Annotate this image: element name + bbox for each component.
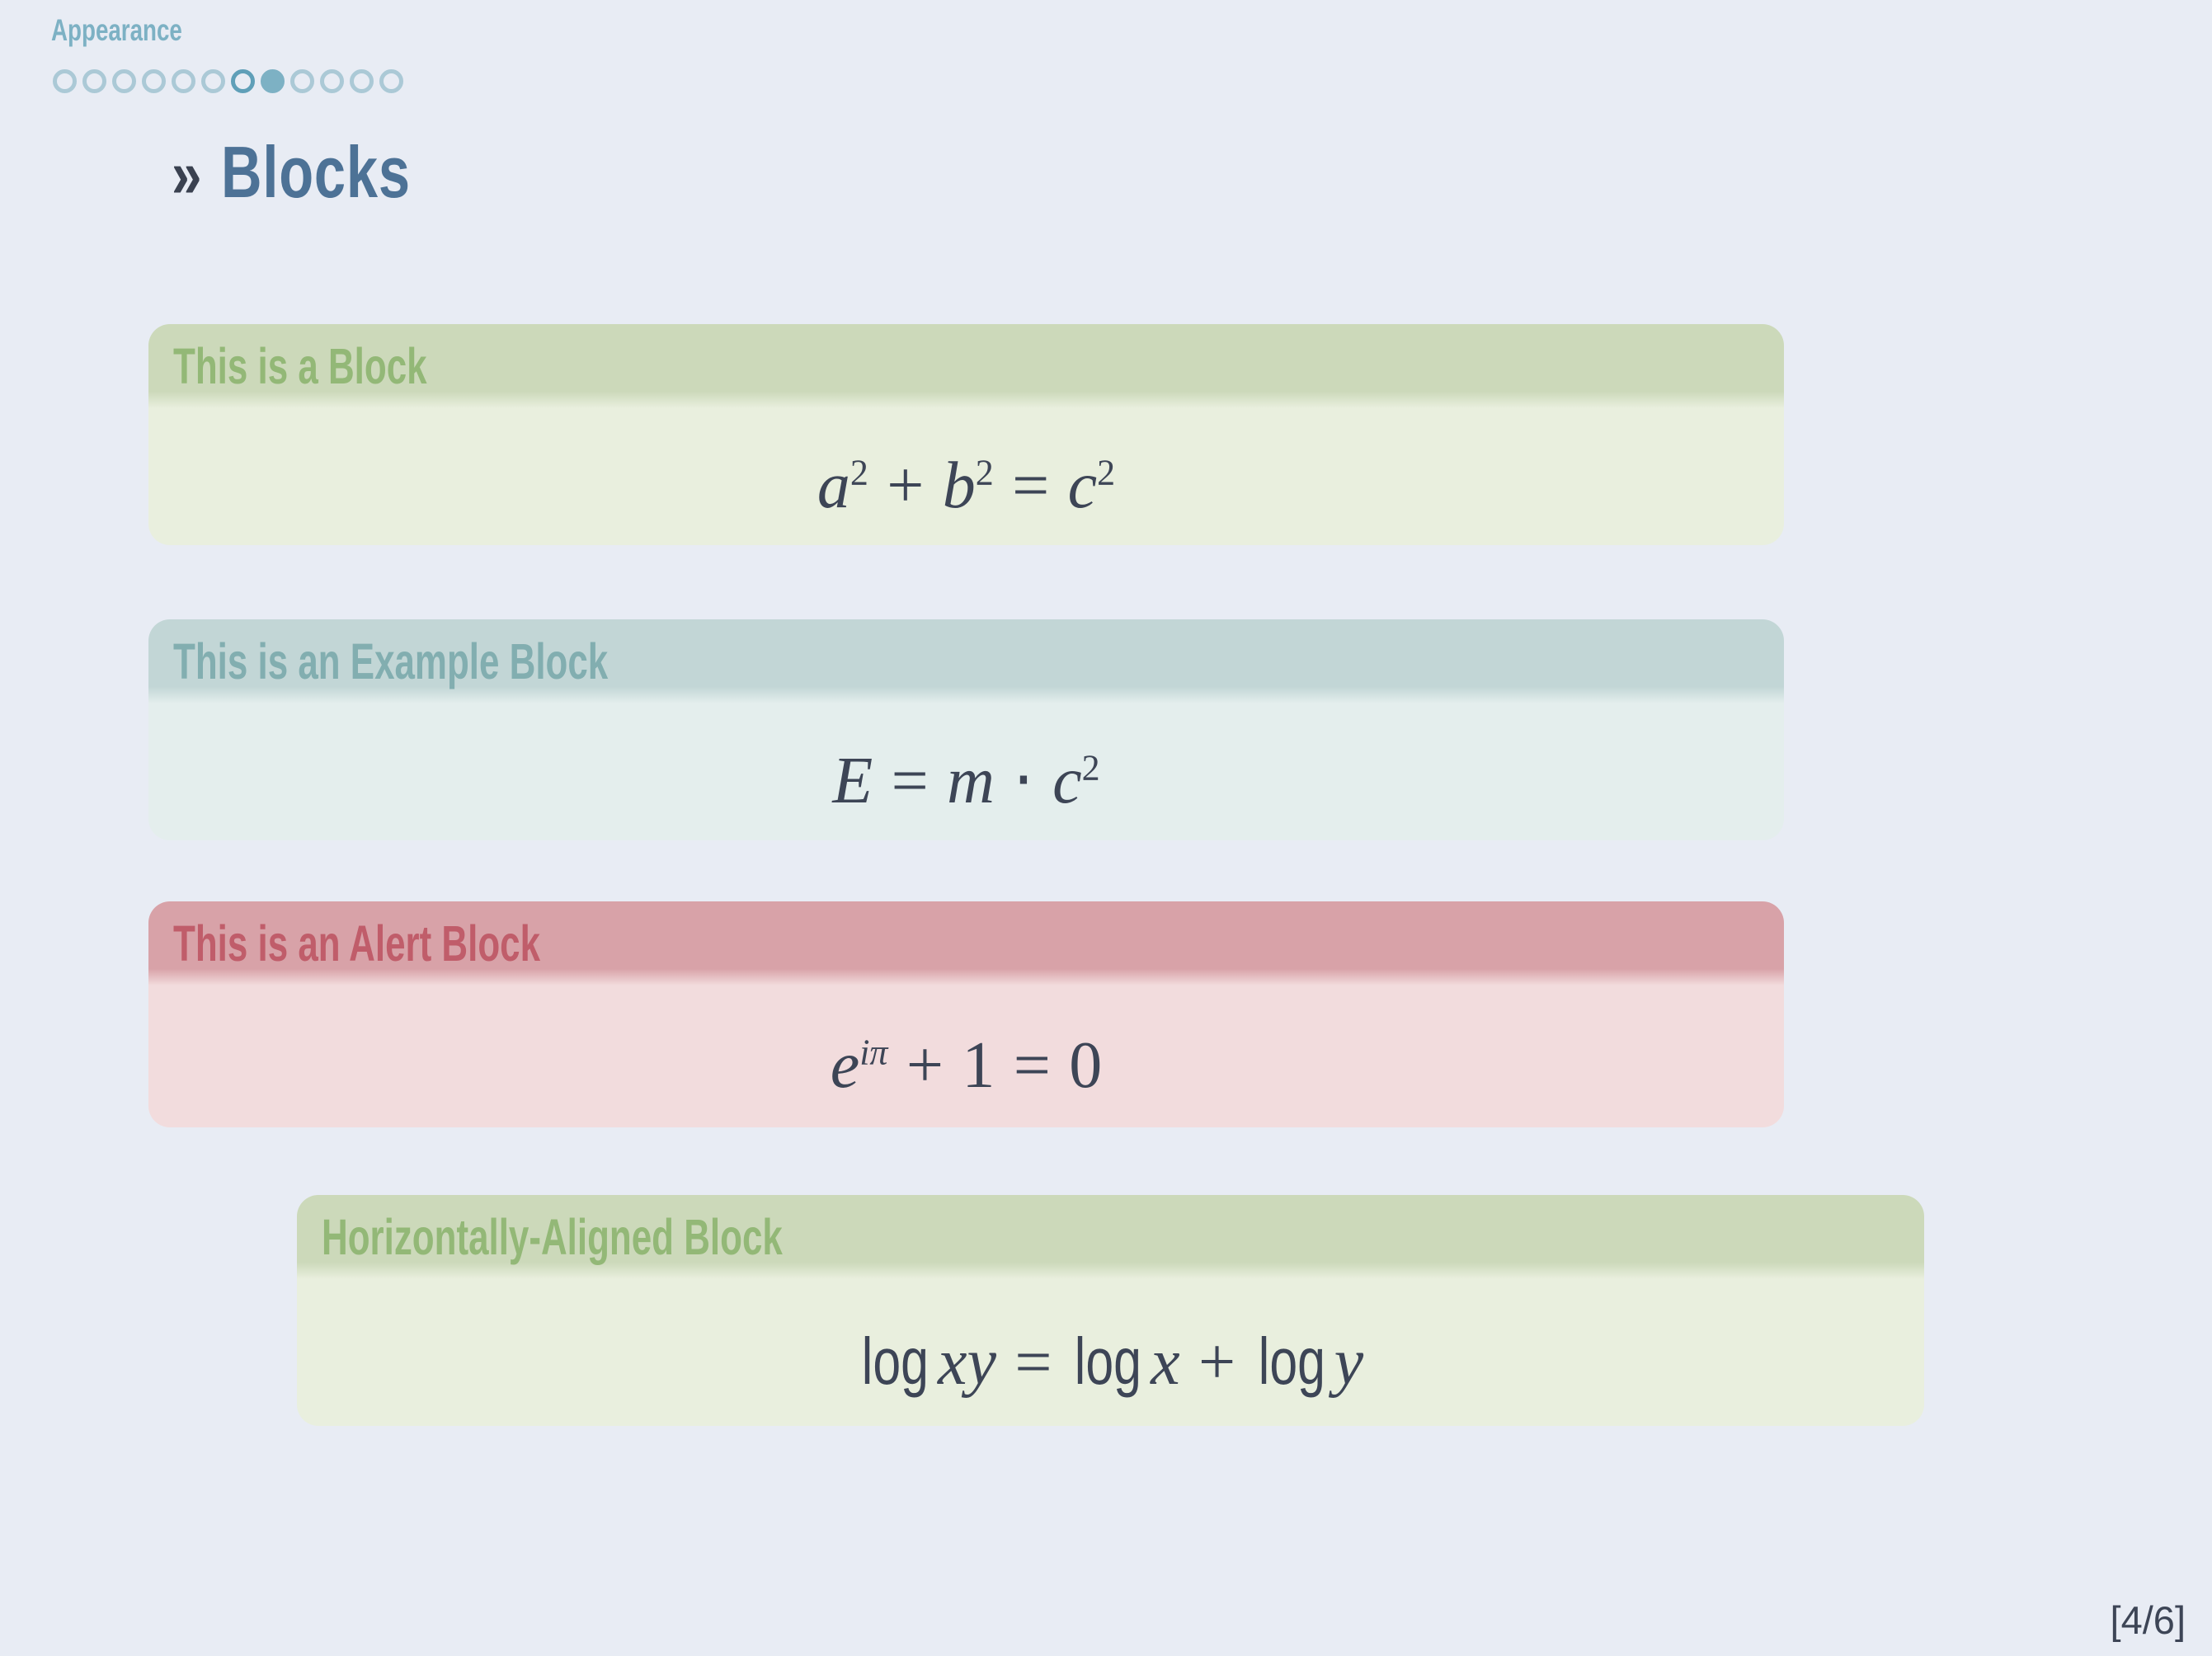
formula-logarithm: log xy = log x + log y xyxy=(858,1324,1364,1398)
frame-title-marker-icon: » xyxy=(172,137,202,212)
math-var-c: c xyxy=(1052,745,1082,817)
block-horizontally-aligned-header: Horizontally-Aligned Block xyxy=(297,1195,1924,1279)
math-sup-c2: 2 xyxy=(1097,452,1116,493)
block-example-body: E = m ⋅ c2 xyxy=(148,703,1784,840)
nav-dot-6[interactable] xyxy=(201,69,225,93)
block-standard-body: a2 + b2 = c2 xyxy=(148,408,1784,545)
formula-euler: eiπ +1 = 0 xyxy=(831,1033,1103,1099)
math-fn-log: log xyxy=(1258,1324,1325,1398)
math-var-c: c xyxy=(1067,449,1098,522)
block-standard-header: This is a Block xyxy=(148,324,1784,408)
math-cdot: ⋅ xyxy=(1013,745,1034,817)
block-horizontally-aligned: Horizontally-Aligned Block log xy = log x + lo… xyxy=(297,1195,1924,1426)
frame-title-text: Blocks xyxy=(220,131,411,213)
math-sup-b2: 2 xyxy=(975,452,994,493)
nav-dot-4[interactable] xyxy=(142,69,166,93)
nav-dot-10[interactable] xyxy=(320,69,344,93)
block-alert-header: This is an Alert Block xyxy=(148,901,1784,986)
formula-einstein: E = m ⋅ c2 xyxy=(832,748,1099,814)
nav-dot-5[interactable] xyxy=(172,69,195,93)
block-standard: This is a Block a2 + b2 = c2 xyxy=(148,324,1784,545)
block-horizontally-aligned-body: log xy = log x + log y xyxy=(297,1279,1924,1426)
nav-dot-9[interactable] xyxy=(290,69,314,93)
math-fn-log: log xyxy=(1074,1324,1141,1398)
nav-dot-2[interactable] xyxy=(82,69,106,93)
math-var-e: e xyxy=(830,1029,860,1102)
block-example-title: This is an Example Block xyxy=(173,633,609,689)
math-equals: = xyxy=(1012,449,1050,522)
math-var-x: x xyxy=(1151,1325,1180,1399)
section-title-link[interactable]: Appearance xyxy=(51,13,182,47)
math-equals: = xyxy=(891,745,929,817)
math-var-b: b xyxy=(942,449,976,522)
nav-dot-1[interactable] xyxy=(53,69,77,93)
block-standard-title: This is a Block xyxy=(173,338,427,394)
page-indicator: [4/6] xyxy=(2110,1598,2186,1642)
math-sup-a2: 2 xyxy=(850,452,868,493)
math-equals: = xyxy=(1013,1029,1051,1102)
block-example: This is an Example Block E = m ⋅ c2 xyxy=(148,619,1784,840)
math-var-m: m xyxy=(947,745,995,817)
math-fn-log: log xyxy=(861,1324,929,1398)
block-alert-title: This is an Alert Block xyxy=(173,915,541,971)
formula-pythagorean: a2 + b2 = c2 xyxy=(817,453,1115,519)
math-sup-ipi: iπ xyxy=(859,1032,888,1073)
math-plus: + xyxy=(887,449,925,522)
block-alert-body: eiπ +1 = 0 xyxy=(148,986,1784,1127)
nav-dot-3[interactable] xyxy=(112,69,136,93)
math-plus: + xyxy=(906,1029,944,1102)
math-var-a: a xyxy=(817,449,850,522)
math-num-zero: 0 xyxy=(1069,1029,1103,1102)
math-var-y: y xyxy=(1334,1325,1364,1399)
nav-dot-12[interactable] xyxy=(379,69,403,93)
math-var-xy: xy xyxy=(937,1325,996,1399)
frame-title: » Blocks xyxy=(172,130,464,214)
nav-dot-8-current[interactable] xyxy=(261,69,285,93)
math-var-E: E xyxy=(832,745,873,817)
block-example-header: This is an Example Block xyxy=(148,619,1784,703)
math-plus: + xyxy=(1198,1325,1236,1399)
math-num-one: 1 xyxy=(962,1029,995,1102)
math-sup-c2: 2 xyxy=(1081,747,1100,788)
nav-dot-7[interactable] xyxy=(231,69,255,93)
math-equals: = xyxy=(1014,1325,1052,1399)
block-horizontally-aligned-title: Horizontally-Aligned Block xyxy=(322,1209,783,1265)
nav-dots xyxy=(53,69,403,93)
nav-dot-11[interactable] xyxy=(350,69,374,93)
block-alert: This is an Alert Block eiπ +1 = 0 xyxy=(148,901,1784,1127)
